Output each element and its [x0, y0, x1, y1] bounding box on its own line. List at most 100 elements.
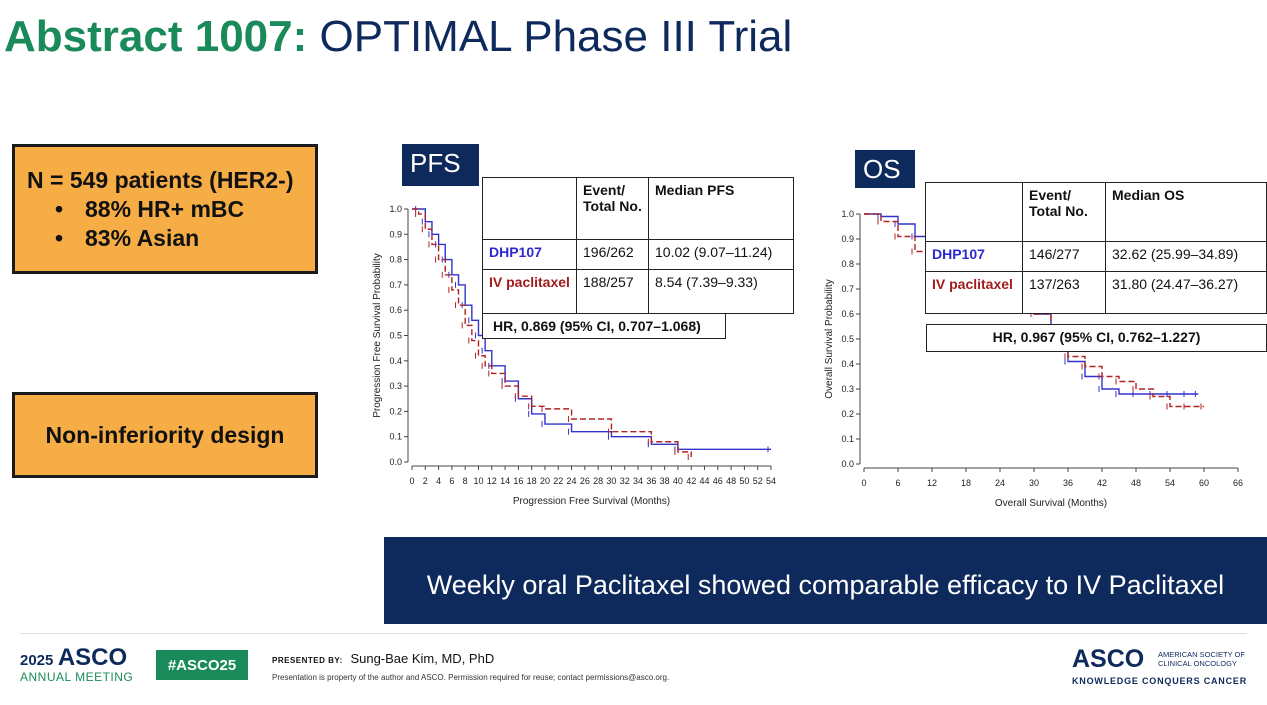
- conclusion-text: Weekly oral Paclitaxel showed comparable…: [426, 570, 1225, 600]
- presented-by: PRESENTED BY: Sung-Bae Kim, MD, PhD: [272, 651, 494, 666]
- pfs-x-tick-label: 6: [449, 476, 454, 486]
- population-bullets: 88% HR+ mBC 83% Asian: [27, 195, 315, 253]
- pfs-y-tick-label: 0.8: [389, 255, 402, 265]
- os-median-dhp107: 32.62 (25.99–34.89): [1105, 241, 1267, 272]
- pfs-col-event: Event/ Total No.: [576, 177, 649, 240]
- pfs-x-tick-label: 42: [686, 476, 696, 486]
- pfs-median-dhp107: 10.02 (9.07–11.24): [648, 239, 794, 270]
- pfs-x-tick-label: 54: [766, 476, 776, 486]
- pfs-table-corner: [482, 177, 577, 240]
- pfs-x-axis-title: Progression Free Survival (Months): [513, 496, 670, 507]
- os-y-tick-label: 0.5: [841, 334, 854, 344]
- os-y-tick-label: 0.7: [841, 284, 854, 294]
- os-y-tick-label: 0.4: [841, 359, 854, 369]
- os-event-dhp107: 146/277: [1022, 241, 1106, 272]
- pfs-x-tick-label: 32: [620, 476, 630, 486]
- pfs-x-tick-label: 40: [673, 476, 683, 486]
- abstract-number: Abstract 1007:: [4, 12, 308, 61]
- pfs-x-tick-label: 0: [409, 476, 414, 486]
- footer-divider: [20, 633, 1247, 634]
- os-col-event: Event/ Total No.: [1022, 182, 1106, 242]
- pfs-x-tick-label: 36: [646, 476, 656, 486]
- design-text: Non-inferiority design: [45, 421, 285, 448]
- pfs-x-tick-label: 52: [753, 476, 763, 486]
- hashtag-badge: #ASCO25: [156, 650, 248, 680]
- os-y-tick-label: 0.0: [841, 459, 854, 469]
- pfs-arm-dhp107: DHP107: [482, 239, 577, 270]
- trial-name: OPTIMAL Phase III Trial: [319, 12, 793, 61]
- pfs-x-tick-label: 46: [713, 476, 723, 486]
- pfs-y-tick-label: 0.5: [389, 331, 402, 341]
- pfs-x-tick-label: 44: [700, 476, 710, 486]
- os-x-tick-label: 54: [1165, 478, 1175, 488]
- os-y-tick-label: 0.8: [841, 259, 854, 269]
- population-count: N = 549 patients (HER2-): [27, 167, 294, 193]
- os-x-tick-label: 48: [1131, 478, 1141, 488]
- os-table: Event/ Total No. Median OS DHP107 146/27…: [925, 182, 1267, 314]
- conclusion-banner: Weekly oral Paclitaxel showed comparable…: [384, 537, 1267, 624]
- os-y-axis-title: Overall Survival Probability: [824, 279, 835, 399]
- pfs-chart: 0 2 4 6 8 10 12 14 16 18 20 22 24 26 28 30 32 34 36 38 40 42 4…: [372, 204, 776, 507]
- os-x-axis-title: Overall Survival (Months): [995, 498, 1107, 509]
- pfs-x-tick-label: 28: [593, 476, 603, 486]
- pfs-y-tick-label: 1.0: [389, 204, 402, 214]
- os-x-tick-label: 66: [1233, 478, 1243, 488]
- os-x-tick-label: 12: [927, 478, 937, 488]
- presented-by-label: PRESENTED BY:: [272, 656, 343, 665]
- pfs-x-tick-label: 4: [436, 476, 441, 486]
- pfs-event-dhp107: 196/262: [576, 239, 649, 270]
- pfs-x-tick-label: 34: [633, 476, 643, 486]
- os-arm-dhp107: DHP107: [925, 241, 1023, 272]
- os-y-tick-label: 0.2: [841, 409, 854, 419]
- os-curve-dhp107: [864, 213, 1199, 395]
- page-title: Abstract 1007: OPTIMAL Phase III Trial: [4, 12, 792, 62]
- presenter-name: Sung-Bae Kim, MD, PhD: [350, 651, 495, 666]
- pfs-y-tick-label: 0.3: [389, 381, 402, 391]
- meeting-org: ASCO: [57, 644, 128, 671]
- pfs-hazard-ratio: HR, 0.869 (95% CI, 0.707–1.068): [482, 313, 726, 339]
- pfs-y-tick-label: 0.6: [389, 305, 402, 315]
- pfs-y-tick-label: 0.4: [389, 356, 402, 366]
- os-y-tick-label: 0.1: [841, 434, 854, 444]
- pfs-tag: PFS: [402, 144, 479, 186]
- os-x-tick-label: 6: [895, 478, 900, 488]
- pfs-event-iv: 188/257: [576, 269, 649, 314]
- asco-logo-tagline: KNOWLEDGE CONQUERS CANCER: [1072, 676, 1248, 686]
- pfs-x-tick-label: 48: [726, 476, 736, 486]
- asco-logo-name: ASCO: [1072, 645, 1145, 673]
- pfs-x-tick-label: 10: [473, 476, 483, 486]
- os-x-tick-label: 18: [961, 478, 971, 488]
- pfs-y-tick-label: 0.2: [389, 406, 402, 416]
- pfs-x-tick-label: 12: [487, 476, 497, 486]
- os-x-tick-label: 42: [1097, 478, 1107, 488]
- design-box: Non-inferiority design: [12, 392, 318, 478]
- os-x-tick-label: 30: [1029, 478, 1039, 488]
- os-tag: OS: [855, 150, 915, 188]
- os-y-tick-label: 0.9: [841, 234, 854, 244]
- pfs-x-tick-label: 8: [463, 476, 468, 486]
- pfs-x-tick-label: 18: [527, 476, 537, 486]
- os-x-tick-label: 0: [861, 478, 866, 488]
- pfs-curve-iv-paclitaxel: [412, 208, 692, 457]
- os-table-corner: [925, 182, 1023, 242]
- os-arm-iv: IV paclitaxel: [925, 271, 1023, 314]
- meeting-logo: 2025 ASCO ANNUAL MEETING: [20, 646, 133, 685]
- pfs-y-tick-label: 0.1: [389, 432, 402, 442]
- os-x-tick-label: 36: [1063, 478, 1073, 488]
- os-x-tick-label: 24: [995, 478, 1005, 488]
- pfs-x-tick-label: 22: [553, 476, 563, 486]
- os-median-iv: 31.80 (24.47–36.27): [1105, 271, 1267, 314]
- pfs-x-tick-label: 20: [540, 476, 550, 486]
- population-box: N = 549 patients (HER2-) 88% HR+ mBC 83%…: [12, 144, 318, 274]
- pfs-x-tick-label: 50: [739, 476, 749, 486]
- pfs-x-tick-label: 14: [500, 476, 510, 486]
- os-x-tick-label: 60: [1199, 478, 1209, 488]
- bullet-hr-positive: 88% HR+ mBC: [27, 195, 315, 224]
- pfs-x-tick-label: 16: [513, 476, 523, 486]
- pfs-arm-iv: IV paclitaxel: [482, 269, 577, 314]
- os-event-iv: 137/263: [1022, 271, 1106, 314]
- asco-logo-society: AMERICAN SOCIETY OF CLINICAL ONCOLOGY: [1158, 650, 1245, 668]
- pfs-y-tick-label: 0.7: [389, 280, 402, 290]
- pfs-table: Event/ Total No. Median PFS DHP107 196/2…: [482, 177, 794, 314]
- pfs-y-tick-label: 0.0: [389, 457, 402, 467]
